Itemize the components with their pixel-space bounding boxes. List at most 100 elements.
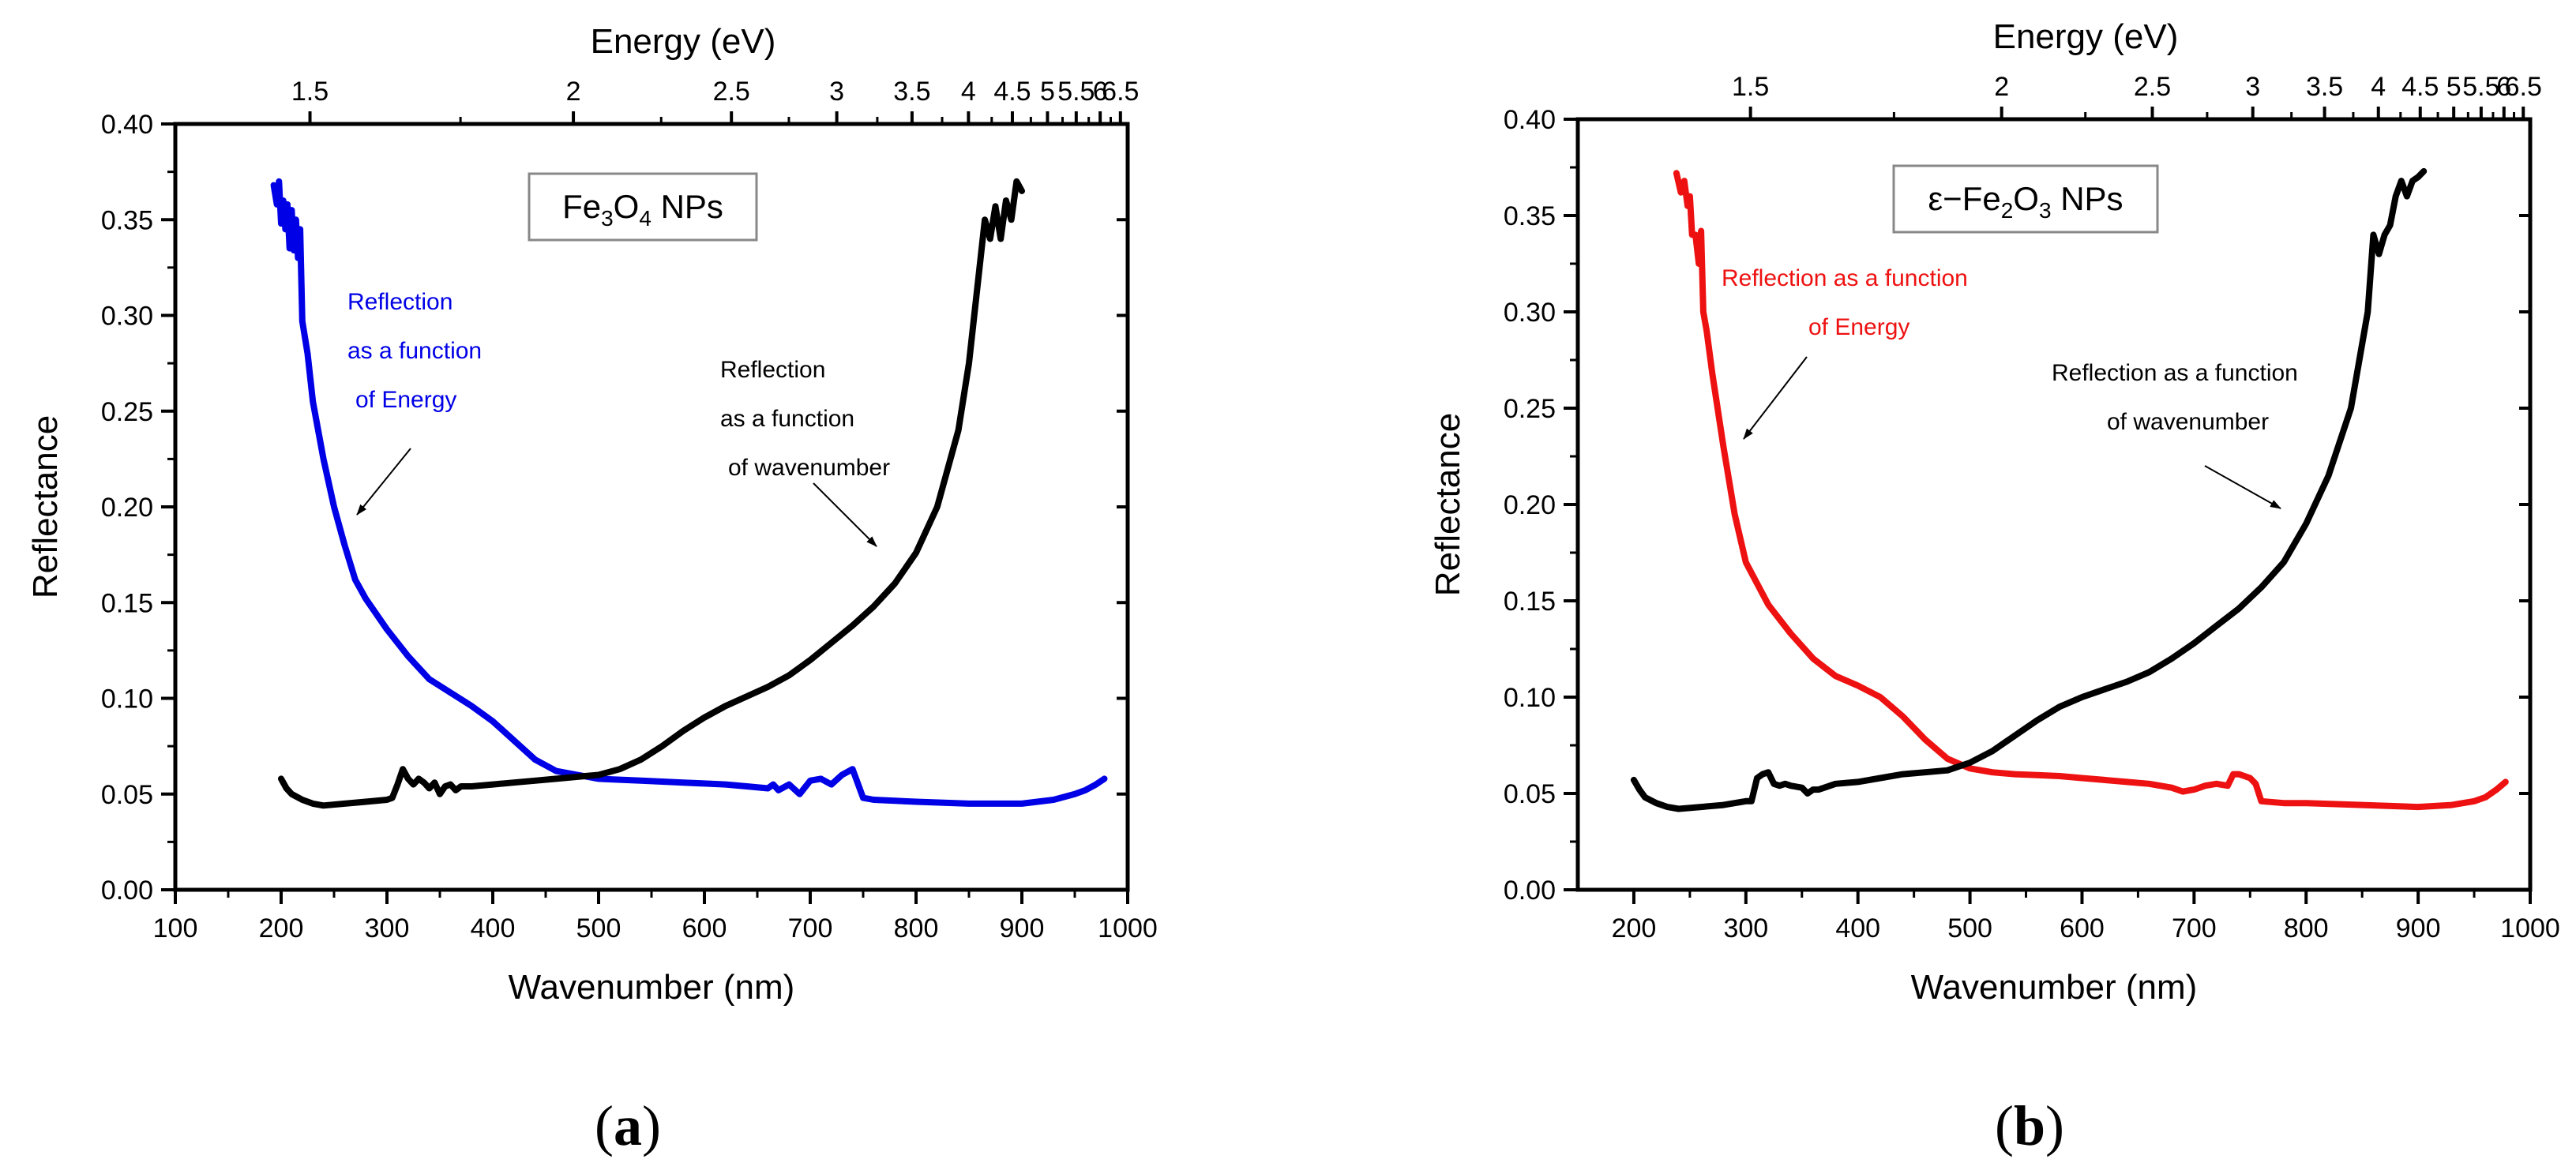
y-axis-title: Reflectance	[26, 415, 65, 598]
y-tick-label: 0.20	[1504, 490, 1556, 520]
legend-text-part: O	[2013, 180, 2039, 217]
y-tick-label: 0.20	[101, 493, 153, 523]
x2-axis-title: Energy (eV)	[591, 22, 776, 61]
x2-tick-label: 1.5	[1732, 72, 1769, 102]
x-tick-label: 700	[2172, 913, 2217, 943]
panel-label-part: a	[614, 1094, 642, 1157]
panel-label-part: )	[2045, 1094, 2064, 1157]
x-tick-label: 500	[1947, 913, 1992, 943]
panel-label: (b)	[1995, 1094, 2064, 1157]
legend-text-part: NPs	[2052, 180, 2124, 217]
x2-tick-label: 5	[1040, 77, 1055, 107]
x-tick-label: 500	[576, 913, 621, 943]
legend-label: Fe3O4 NPs	[562, 188, 723, 231]
x2-tick-label: 2.5	[713, 77, 750, 107]
x-tick-label: 600	[2060, 913, 2105, 943]
y-tick-label: 0.35	[1504, 201, 1556, 231]
annotation-text: as a function	[720, 406, 854, 432]
annotation-arrow	[356, 448, 411, 516]
annotation-text: as a function	[347, 338, 482, 364]
x-tick-label: 900	[2396, 913, 2441, 943]
y-tick-label: 0.35	[101, 205, 153, 235]
y-tick-label: 0.15	[101, 588, 153, 618]
y-tick-label: 0.40	[1504, 105, 1556, 135]
annotation-arrow	[813, 482, 877, 547]
x2-tick-label: 2.5	[2134, 72, 2171, 102]
x-tick-label: 200	[1612, 913, 1657, 943]
series-line-energy	[1673, 170, 2509, 811]
x2-tick-label: 5	[2446, 72, 2461, 102]
annotation-arrow	[2204, 465, 2281, 509]
x-axis-title: Wavenumber (nm)	[509, 968, 795, 1007]
legend-subscript: 4	[639, 206, 652, 231]
chart-panel-b: 0.00 0.05 0.10 0.15 0.20 0.25 0.30 0.35 0.40 200 3…	[1429, 17, 2560, 1157]
x-tick-label: 700	[788, 913, 833, 943]
panel-label-part: b	[2014, 1094, 2045, 1157]
x2-tick-label: 2	[566, 77, 581, 107]
annotation-arrow	[1743, 356, 1808, 440]
x2-tick-label: 6.5	[1102, 77, 1139, 107]
annotation-text: Reflection as a function	[2052, 360, 2298, 386]
x2-tick-label: 4	[2371, 72, 2386, 102]
x-tick-label: 800	[894, 913, 939, 943]
y-tick-label: 0.05	[101, 780, 153, 810]
x-tick-label: 800	[2284, 913, 2329, 943]
x-tick-label: 900	[1000, 913, 1045, 943]
y-tick-label: 0.30	[101, 302, 153, 332]
x-tick-label: 1000	[1098, 913, 1158, 943]
series-line-energy	[270, 178, 1108, 807]
annotation-text: Reflection as a function	[1722, 265, 1968, 291]
annotation-text: of wavenumber	[728, 455, 890, 481]
y-axis-title: Reflectance	[1429, 413, 1467, 596]
y-tick-label: 0.25	[101, 397, 153, 427]
legend-text-part: ε−Fe	[1928, 180, 2000, 217]
x-tick-label: 200	[259, 913, 304, 943]
x2-tick-label: 3.5	[893, 77, 930, 107]
x2-tick-label: 6	[2496, 72, 2511, 102]
legend-text-part: NPs	[652, 188, 723, 225]
legend-box	[1892, 164, 2159, 234]
y-tick-label: 0.15	[1504, 587, 1556, 617]
x-axis-title: Wavenumber (nm)	[1911, 968, 2198, 1007]
panel-label-part: )	[642, 1094, 661, 1157]
legend-subscript: 3	[601, 206, 614, 231]
y-tick-label: 0.10	[1504, 683, 1556, 713]
y-tick-label: 0.40	[101, 110, 153, 140]
x2-tick-label: 4.5	[993, 77, 1031, 107]
legend-box	[528, 172, 758, 242]
series-line-wavenumber	[278, 178, 1025, 809]
x2-tick-label: 5.5	[2462, 72, 2499, 102]
panel-label: (a)	[595, 1094, 661, 1157]
x2-tick-label: 3	[2245, 72, 2260, 102]
x2-tick-label: 4	[961, 77, 976, 107]
x-tick-label: 100	[153, 913, 198, 943]
y-tick-label: 0.00	[101, 876, 153, 906]
x2-tick-label: 6	[1093, 77, 1108, 107]
chart-panel-a: 0.00 0.05 0.10 0.15 0.20 0.25 0.30 0.35 0.40 100 2…	[26, 22, 1158, 1157]
x-tick-label: 300	[365, 913, 410, 943]
legend-label: ε−Fe2O3 NPs	[1928, 180, 2123, 223]
legend-text-part: Fe	[562, 188, 601, 225]
y-tick-label: 0.05	[1504, 779, 1556, 809]
x2-tick-label: 2	[1994, 72, 2009, 102]
x2-tick-label: 3.5	[2306, 72, 2343, 102]
x2-axis-title: Energy (eV)	[1993, 17, 2179, 56]
x2-tick-label: 5.5	[1057, 77, 1095, 107]
y-tick-label: 0.10	[101, 685, 153, 715]
legend-subscript: 3	[2039, 198, 2052, 223]
x-tick-label: 1000	[2500, 913, 2560, 943]
x-tick-label: 600	[682, 913, 727, 943]
x-tick-label: 400	[1835, 913, 1880, 943]
y-tick-label: 0.00	[1504, 876, 1556, 906]
annotation-text: of Energy	[1808, 314, 1909, 340]
y-tick-label: 0.30	[1504, 298, 1556, 328]
panel-label-part: (	[595, 1094, 614, 1157]
x2-tick-label: 3	[829, 77, 844, 107]
annotation-text: of wavenumber	[2107, 409, 2269, 435]
annotation-text: Reflection	[720, 357, 825, 383]
panel-label-part: (	[1995, 1094, 2014, 1157]
annotation-text: Reflection	[347, 289, 452, 315]
series-line-wavenumber	[1630, 167, 2428, 812]
x2-tick-label: 1.5	[291, 77, 329, 107]
